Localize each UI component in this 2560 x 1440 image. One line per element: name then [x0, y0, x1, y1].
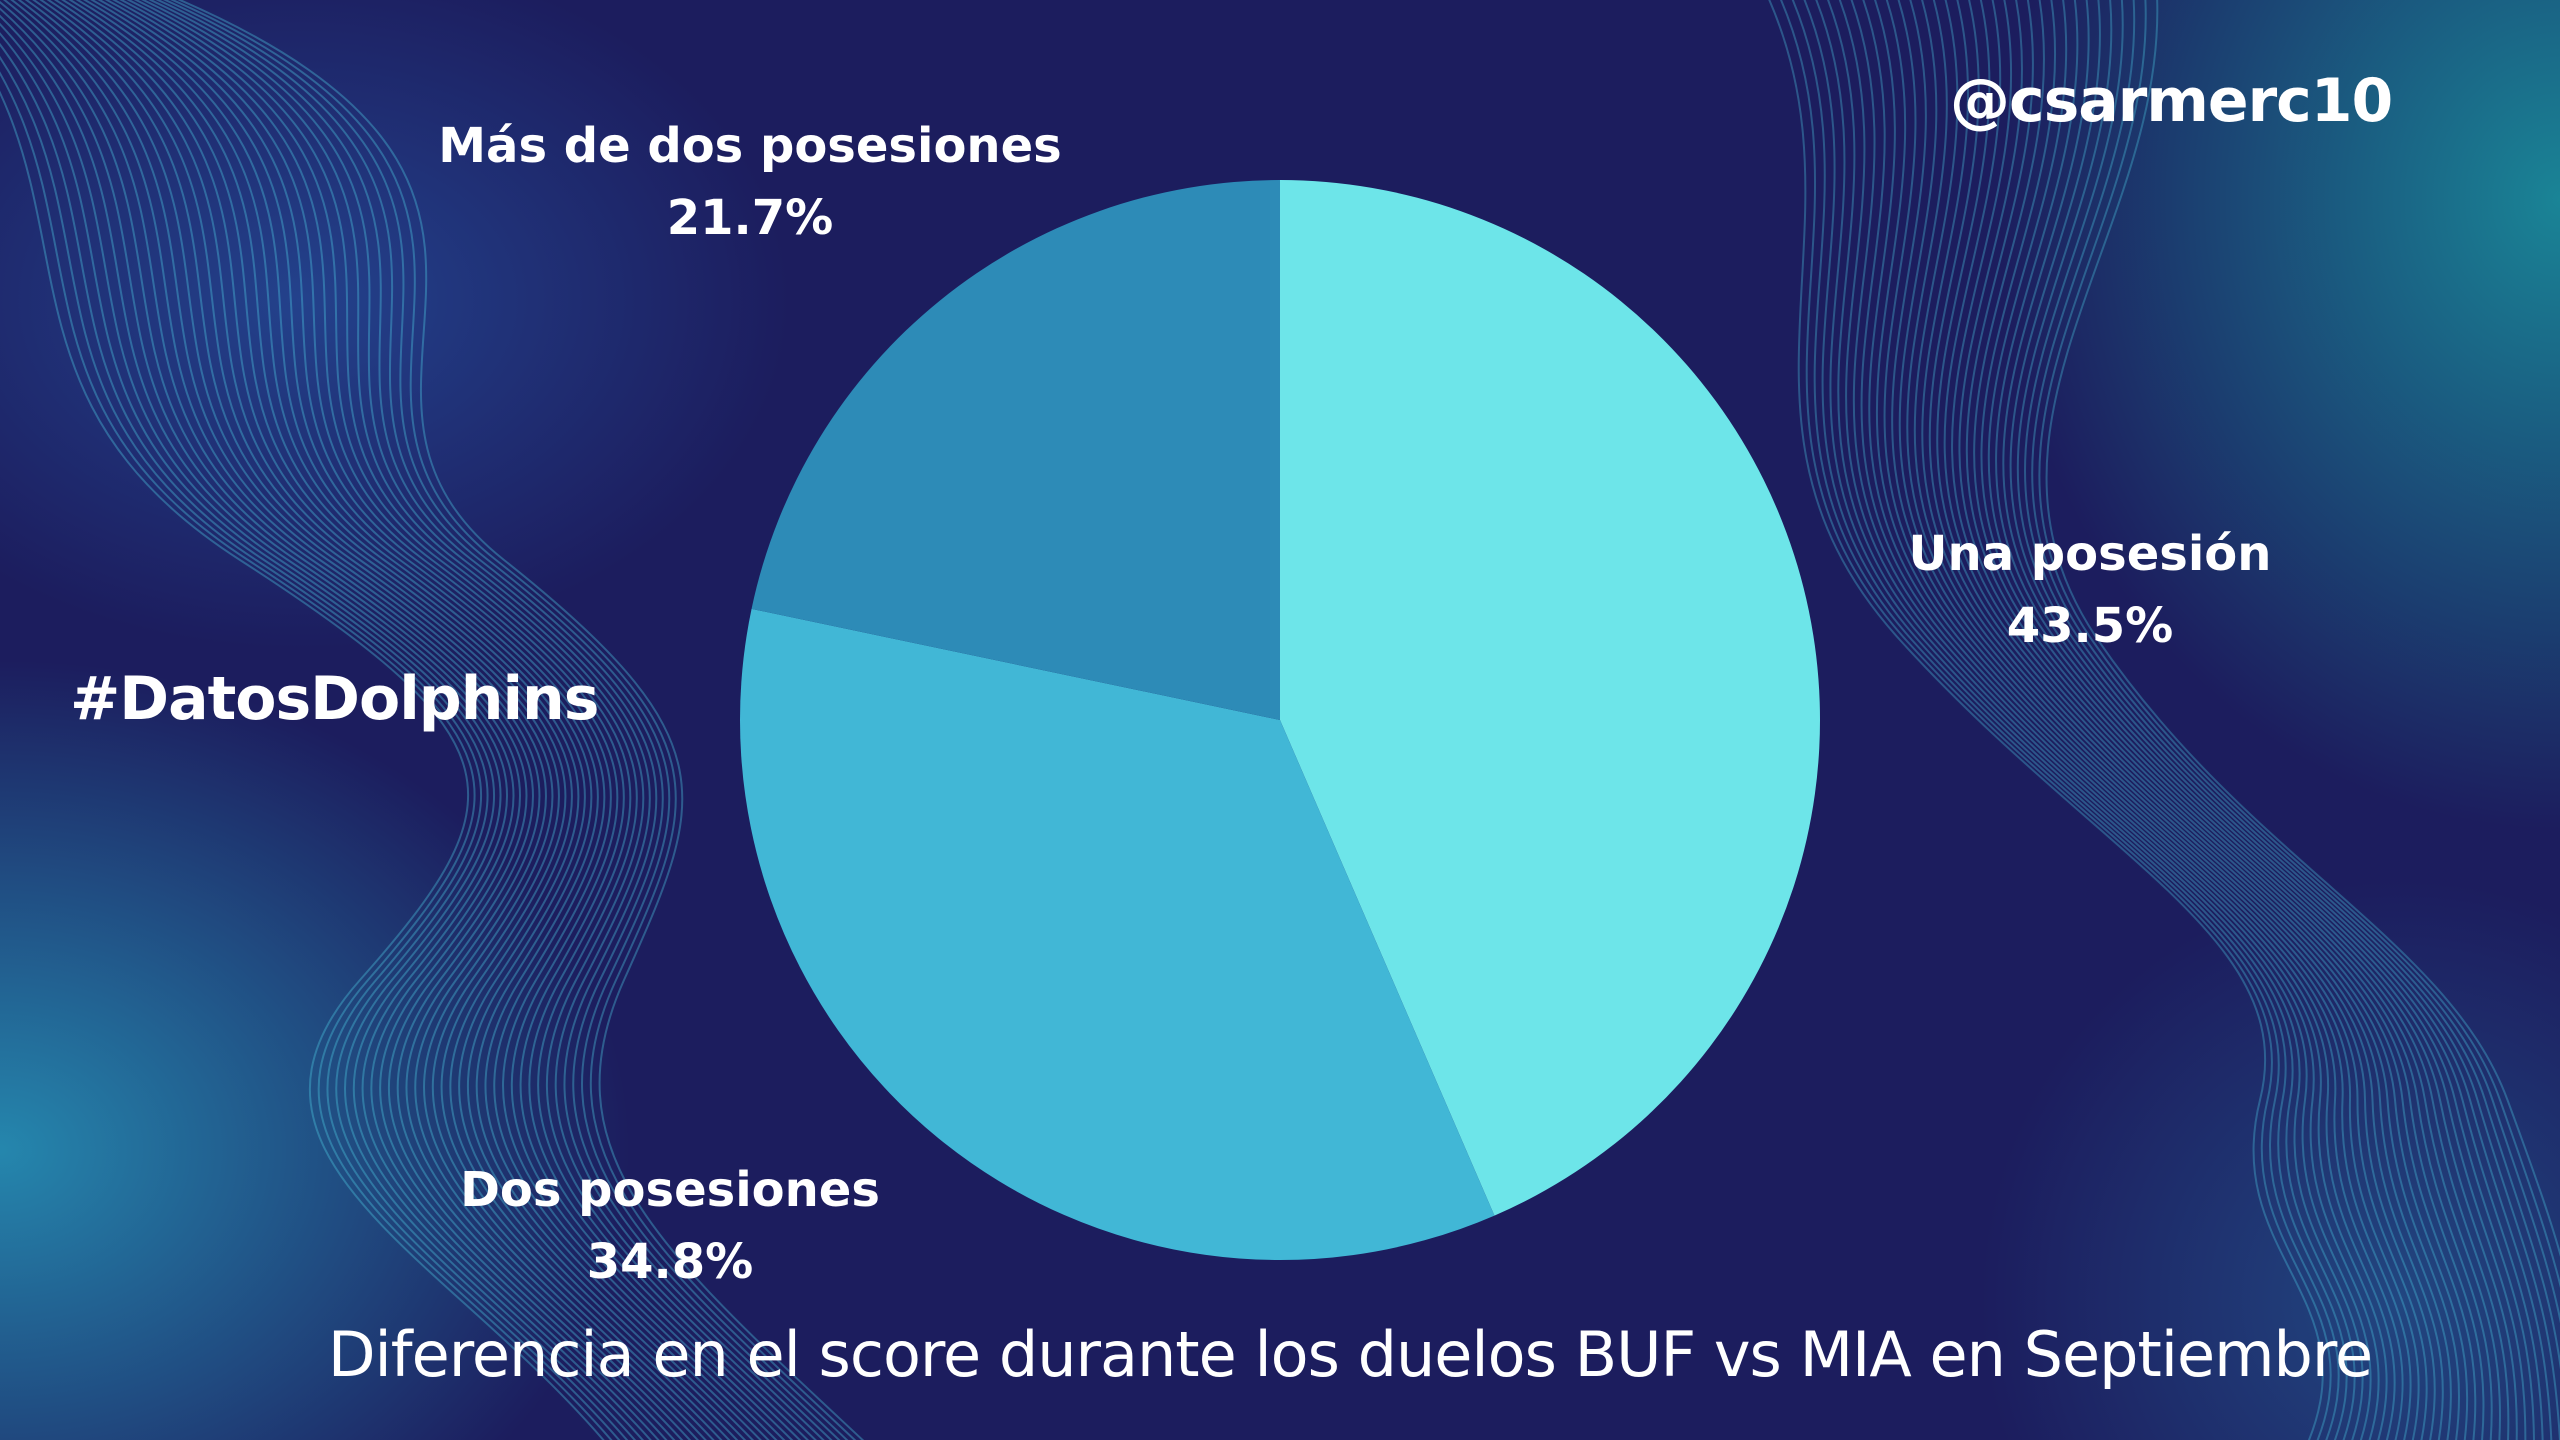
- slice-category-label: Dos posesiones: [460, 1162, 880, 1218]
- slice-category-label: Una posesión: [1908, 526, 2272, 582]
- author-handle: @csarmerc10: [1950, 66, 2393, 136]
- pie-slice-mas-de-dos-posesiones: [751, 180, 1280, 720]
- slice-value-label: 43.5%: [2006, 598, 2174, 654]
- pie-slice-dos-posesiones: [739, 608, 1495, 1261]
- slice-label-una-posesion: Una posesión 43.5%: [1880, 518, 2300, 662]
- slice-category-label: Más de dos posesiones: [438, 118, 1062, 174]
- slice-value-label: 34.8%: [586, 1234, 754, 1290]
- pie-slice-una-posesion: [1280, 180, 1821, 1216]
- slice-label-dos-posesiones: Dos posesiones 34.8%: [440, 1154, 900, 1298]
- hashtag-text: #DatosDolphins: [70, 664, 599, 734]
- slice-label-mas-de-dos-posesiones: Más de dos posesiones 21.7%: [430, 110, 1070, 254]
- slice-value-label: 21.7%: [666, 190, 834, 246]
- chart-title: Diferencia en el score durante los duelo…: [327, 1318, 2373, 1391]
